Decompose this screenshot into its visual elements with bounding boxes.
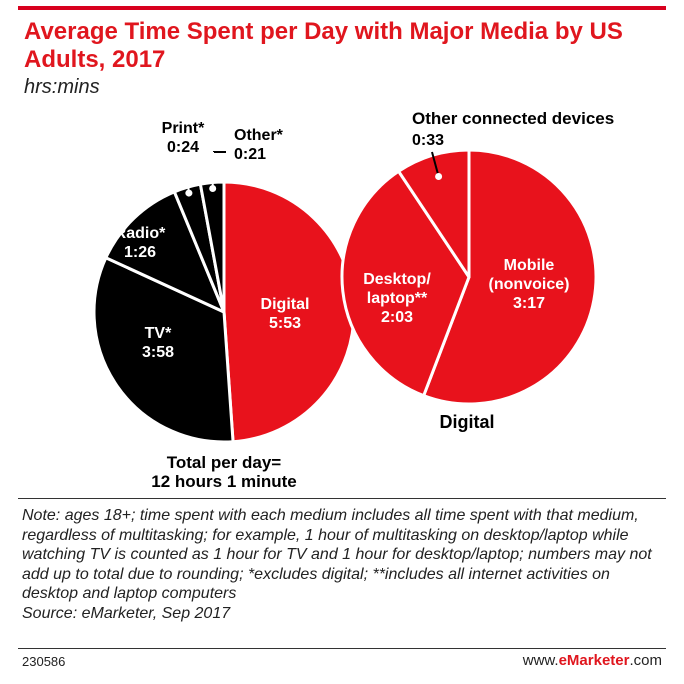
print-leader-dot [185,189,193,197]
label-mobile: Mobile (nonvoice) 3:17 [489,257,570,312]
pie-labels: Digital 5:53 TV* 3:58 Radio* 1:26 Print* 0:24 Ot… [115,109,615,491]
brand-suffix: .com [629,652,662,669]
pie-slice-desktop-laptop [340,169,471,398]
footer-divider [18,648,666,649]
label-radio: Radio* 1:26 [115,225,166,261]
pie-slice-tv [92,256,235,444]
pie-slice-mobile-nonvoice [422,148,598,406]
label-print: Print* 0:24 [162,120,205,156]
digital-breakdown-pie [340,148,598,406]
note-text: Note: ages 18+; time spent with each med… [22,507,652,602]
digital-pie-title: Digital [439,412,494,432]
chart-subtitle: hrs:mins [24,76,100,98]
ocd-leader-line [431,151,440,177]
label-tv: TV* 3:58 [142,325,174,361]
label-other-connected-devices: Other connected devices [412,109,614,128]
label-digital: Digital 5:53 [261,296,310,332]
print-leader-line [185,161,190,194]
pie-slice-radio [104,190,226,314]
chart-note: Note: ages 18+; time spent with each med… [22,506,664,623]
value-other-connected-devices: 0:33 [412,132,444,149]
brand-prefix: www. [522,652,559,669]
brand-name: eMarketer [558,652,630,669]
accent-bar [18,6,666,10]
total-media-pie [92,180,356,444]
label-desktop-laptop: Desktop/laptop** 2:03 [363,271,431,326]
chart-id: 230586 [22,654,66,669]
source-text: Source: eMarketer, Sep 2017 [22,604,231,622]
pie-charts: Digital 5:53 TV* 3:58 Radio* 1:26 Print* 0:24 Ot… [92,109,615,491]
brand-url[interactable]: www.eMarketer.com [523,652,662,669]
chart-title: Average Time Spent per Day with Major Me… [24,18,623,73]
ocd-leader-dot [435,172,443,180]
note-divider [18,498,666,499]
label-other: Other* 0:21 [234,127,284,163]
total-per-day: Total per day= 12 hours 1 minute [151,453,296,491]
other-leader-dot [209,185,217,193]
